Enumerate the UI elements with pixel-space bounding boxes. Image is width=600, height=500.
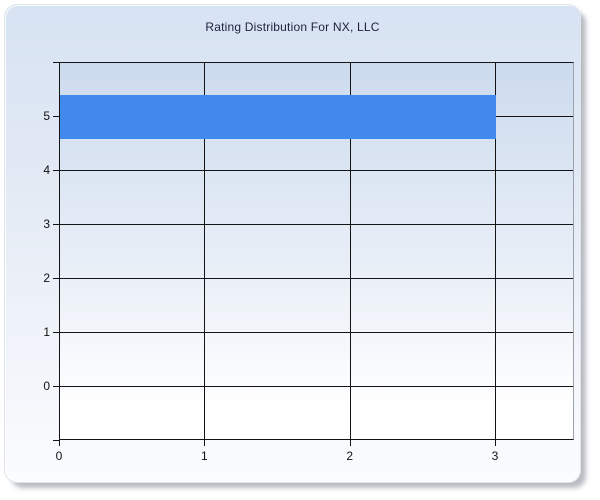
y-axis-tick: [53, 116, 59, 117]
y-axis-label: 3: [43, 217, 50, 231]
y-axis-label: 1: [43, 325, 50, 339]
y-axis-tick: [53, 224, 59, 225]
y-axis-tick: [53, 278, 59, 279]
y-axis-tick: [53, 332, 59, 333]
gridline-horizontal: [60, 170, 573, 171]
plot-area: [59, 62, 574, 440]
gridline-horizontal: [60, 386, 573, 387]
y-axis-tick: [53, 62, 59, 63]
chart-title: Rating Distribution For NX, LLC: [205, 20, 380, 34]
gridline-vertical: [349, 63, 351, 439]
chart-panel: Rating Distribution For NX, LLC 5 4 3 2 1 0 0 1…: [4, 4, 581, 483]
x-axis-tick: [204, 440, 206, 446]
y-axis-label: 0: [43, 379, 50, 393]
y-axis-label: 2: [43, 271, 50, 285]
bar-category-5: [60, 95, 496, 139]
y-axis-label: 4: [43, 163, 50, 177]
x-axis-tick: [495, 440, 496, 446]
x-axis-tick: [59, 440, 60, 446]
x-axis-label: 0: [55, 449, 63, 463]
x-axis-label: 2: [346, 449, 353, 463]
gridline-horizontal: [60, 224, 573, 225]
x-axis-tick: [349, 440, 351, 446]
x-axis-label: 1: [200, 449, 208, 463]
y-axis-tick: [53, 386, 59, 387]
x-axis-label: 3: [491, 449, 499, 463]
y-axis-tick: [53, 170, 59, 171]
gridline-vertical: [204, 63, 206, 439]
y-axis-tick: [53, 440, 59, 441]
gridline-horizontal: [60, 278, 573, 279]
gridline-vertical: [495, 63, 496, 439]
y-axis-label: 5: [43, 109, 50, 123]
gridline-horizontal: [60, 332, 573, 333]
